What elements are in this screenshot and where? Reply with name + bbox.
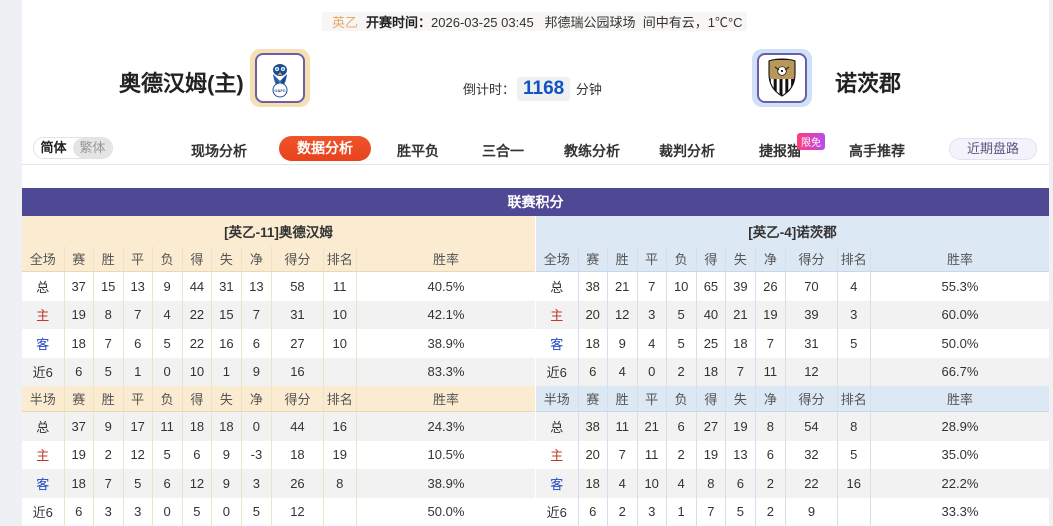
svg-text:OAFC: OAFC xyxy=(274,88,285,93)
